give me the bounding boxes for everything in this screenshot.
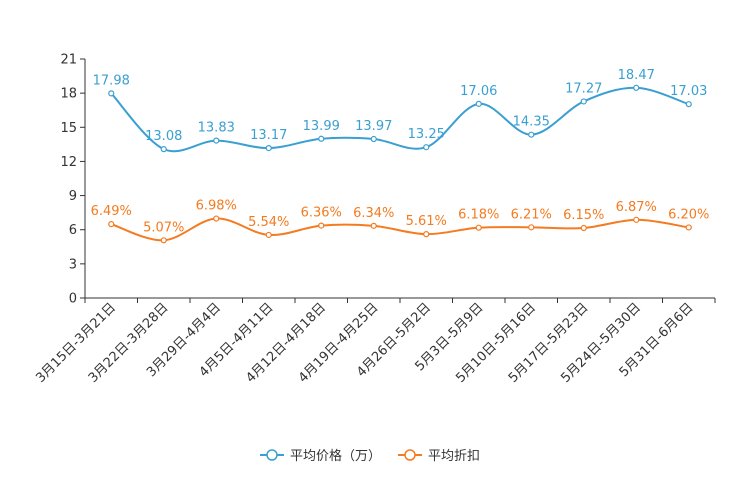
y-tick-label: 9	[69, 189, 77, 204]
data-point[interactable]	[423, 144, 430, 151]
data-point[interactable]	[633, 84, 640, 91]
data-point[interactable]	[475, 224, 482, 231]
data-label: 5.54%	[248, 215, 289, 230]
data-point[interactable]	[108, 90, 115, 97]
legend: 平均价格（万） 平均折扣	[260, 448, 480, 464]
y-tick-label: 6	[69, 223, 77, 238]
series-line-1	[110, 217, 689, 242]
data-point[interactable]	[160, 146, 167, 153]
data-label: 6.20%	[668, 207, 709, 222]
data-label: 6.98%	[196, 199, 237, 214]
data-label: 13.99	[303, 119, 340, 134]
data-label: 6.49%	[91, 204, 132, 219]
data-label: 18.47	[618, 68, 655, 83]
data-point[interactable]	[370, 135, 377, 143]
data-label: 6.15%	[563, 208, 604, 223]
data-point[interactable]	[318, 222, 325, 229]
series-layer: 17.98 13.08 13.83 13.17 13.99 13.97 13.25 17.06…	[91, 68, 709, 244]
data-label: 14.35	[513, 115, 550, 130]
y-tick-label: 3	[69, 257, 77, 272]
legend-item-discount[interactable]: 平均折扣	[398, 449, 480, 464]
data-point[interactable]	[423, 231, 430, 238]
legend-marker-price	[266, 449, 278, 461]
data-point[interactable]	[580, 224, 587, 232]
data-point[interactable]	[528, 224, 535, 231]
data-point[interactable]	[685, 101, 692, 108]
data-point[interactable]	[475, 100, 482, 107]
y-tick-label: 18	[60, 87, 77, 102]
series-0: 17.98 13.08 13.83 13.17 13.99 13.97 13.25 17.06…	[93, 68, 707, 153]
data-point[interactable]	[160, 237, 167, 244]
data-point[interactable]	[580, 98, 587, 105]
data-label: 17.03	[670, 84, 707, 99]
y-tick-label: 12	[60, 155, 77, 170]
series-line-0	[110, 86, 690, 153]
data-point[interactable]	[213, 137, 220, 144]
legend-label-price: 平均价格（万）	[290, 448, 381, 464]
series-1: 6.49% 5.07% 6.98% 5.54% 6.36% 6.34% 5.61% 6.18%…	[91, 199, 709, 244]
data-label: 6.21%	[511, 207, 552, 222]
data-label: 17.98	[93, 73, 130, 88]
data-label: 6.34%	[353, 206, 394, 221]
data-point[interactable]	[370, 222, 377, 229]
data-point[interactable]	[633, 216, 640, 223]
data-label: 5.07%	[143, 220, 184, 235]
legend-label-discount: 平均折扣	[428, 449, 480, 464]
data-label: 6.36%	[301, 206, 342, 221]
data-label: 6.18%	[458, 208, 499, 223]
data-label: 5.61%	[406, 214, 447, 229]
data-label: 17.27	[565, 81, 602, 96]
data-point[interactable]	[265, 231, 272, 239]
data-point[interactable]	[213, 215, 220, 222]
data-point[interactable]	[318, 135, 325, 142]
legend-item-price[interactable]: 平均价格（万）	[260, 448, 381, 464]
data-label: 6.87%	[616, 200, 657, 215]
data-label: 13.08	[145, 129, 182, 144]
data-label: 13.25	[408, 127, 445, 142]
y-tick-label: 15	[60, 121, 77, 136]
data-point[interactable]	[528, 131, 535, 138]
data-point[interactable]	[108, 221, 115, 228]
y-tick-label: 0	[69, 292, 77, 307]
y-tick-label: 21	[60, 53, 77, 68]
legend-marker-discount	[404, 449, 416, 461]
data-label: 13.17	[250, 128, 287, 143]
data-label: 13.97	[355, 119, 392, 134]
data-label: 13.83	[198, 121, 235, 136]
data-label: 17.06	[460, 84, 497, 99]
data-point[interactable]	[685, 224, 692, 231]
data-point[interactable]	[265, 145, 272, 152]
